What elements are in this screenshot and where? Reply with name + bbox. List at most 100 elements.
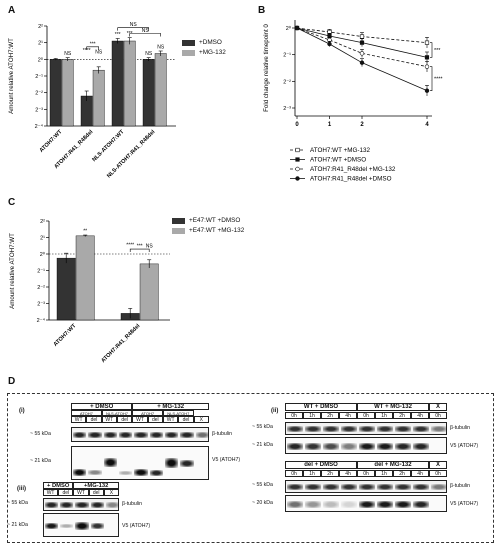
y-tick-label: 2⁻¹ — [37, 269, 45, 275]
v5-band — [134, 469, 148, 476]
data-point — [424, 64, 430, 69]
v5-band — [341, 501, 357, 508]
x-tick-label: ATOH7:R41_R48del — [100, 323, 141, 364]
lane-label: 4h — [411, 470, 429, 477]
v5-band — [73, 469, 87, 476]
y-tick-label: 2⁻⁴ — [37, 317, 46, 324]
panel-c-label: C — [8, 197, 16, 208]
blot-i-tag: (i) — [19, 408, 25, 414]
comparison-bracket — [129, 33, 161, 37]
bar — [154, 53, 167, 127]
v5-band — [323, 501, 339, 508]
band-label: β-tubulin — [122, 501, 142, 507]
tubulin-band — [341, 484, 357, 490]
legend-item-e47-mg132: +E47:WT +MG-132 — [172, 226, 244, 236]
tubulin-band — [287, 426, 303, 432]
comparison-bracket — [117, 27, 149, 31]
lane-label: 0h — [285, 470, 303, 477]
panel-a-label: A — [8, 5, 16, 16]
y-tick-label: 2¹ — [40, 236, 45, 242]
y-tick-label: 2⁻⁴ — [35, 123, 44, 130]
y-axis-label: Amount relative ATOH7:WT — [8, 38, 15, 114]
blot-ii: WT + DMSO WT + MG-132 X 0h 1h 2h 4h 0h 1h 2h 4h 0h ~… — [252, 403, 490, 538]
significance-label: NS — [157, 45, 165, 51]
v5-band — [395, 443, 411, 450]
panel-b-line-chart: 2⁰ 2⁻¹ 2⁻² 2⁻³ 0 1 2 4 Fold change relative time… — [263, 20, 443, 183]
mw-marker: ~ 55 kDa — [252, 424, 273, 430]
v5-band — [323, 443, 339, 450]
comparison-bracket — [430, 42, 433, 58]
lane-label: WT — [73, 489, 89, 496]
tubulin-band — [377, 426, 393, 432]
tubulin-blot — [285, 480, 447, 493]
bracket-label: *** — [434, 48, 441, 54]
y-tick-label: 2⁻¹ — [35, 74, 43, 80]
lane-label: del — [86, 416, 102, 423]
v5-band — [359, 443, 375, 450]
y-tick-label: 2⁻³ — [35, 107, 43, 113]
lane-label: 1h — [375, 412, 393, 419]
bracket-label: NS — [142, 28, 150, 34]
significance-label: ** — [83, 229, 87, 235]
y-tick-label: 2⁻² — [35, 91, 43, 97]
legend-item-dmso: +DMSO — [182, 38, 226, 48]
significance-label: NS — [145, 51, 153, 57]
data-point — [424, 88, 430, 93]
subgroup-header: NLS-ATOH7 — [163, 410, 194, 416]
band-label: V5 (ATOH7) — [450, 443, 479, 449]
lane-label: 0h — [429, 470, 447, 477]
y-tick-label: 2⁻² — [37, 285, 45, 291]
v5-band — [305, 443, 321, 450]
group-header: WT + DMSO — [285, 403, 357, 411]
tubulin-band — [88, 432, 102, 438]
v5-band — [377, 443, 393, 450]
tubulin-blot — [285, 422, 447, 435]
tubulin-band — [287, 484, 303, 490]
lane-label: WT — [101, 416, 117, 423]
v5-band — [305, 501, 321, 508]
tubulin-band — [103, 432, 117, 438]
x-tick-label: ATOH7:WT — [53, 323, 78, 348]
significance-label: NS — [64, 51, 72, 57]
lane-label: 4h — [411, 412, 429, 419]
legend-label: +MG-132 — [199, 49, 226, 56]
tubulin-band — [395, 484, 411, 490]
y-tick-label: 2⁰ — [286, 25, 292, 32]
lane-label: del — [58, 489, 74, 496]
tubulin-band — [195, 432, 209, 438]
y-tick-label: 2⁰ — [38, 56, 44, 63]
panel-c-legend: +E47:WT +DMSO +E47:WT +MG-132 — [172, 216, 244, 236]
tubulin-band — [105, 502, 119, 508]
legend-item-e47-dmso: +E47:WT +DMSO — [172, 216, 244, 226]
x-tick-label: ATOH7:WT — [39, 129, 64, 154]
legend-marker — [295, 176, 300, 181]
tubulin-band — [359, 484, 375, 490]
lane-label: 0h — [357, 470, 375, 477]
y-tick-label: 2² — [38, 24, 43, 30]
x-tick-label: 2 — [360, 122, 364, 128]
v5-band — [45, 523, 59, 529]
mw-marker: ~ 55 kDa — [7, 500, 28, 506]
band-label: β-tubulin — [450, 483, 470, 489]
v5-band — [395, 501, 411, 508]
group-header: WT + MG-132 — [357, 403, 429, 411]
y-tick-label: 2⁻² — [283, 79, 291, 85]
significance-label: NS — [146, 243, 154, 249]
significance-label: **** — [126, 243, 134, 249]
tubulin-band — [323, 426, 339, 432]
mw-marker: ~ 55 kDa — [30, 431, 51, 437]
bracket-label: *** — [137, 244, 143, 250]
v5-band — [60, 524, 74, 528]
group-header-mg132: + MG-132 — [132, 403, 209, 410]
v5-blot — [71, 446, 209, 480]
bar — [49, 59, 62, 127]
legend-swatch-grey — [182, 50, 195, 56]
bar — [61, 59, 74, 127]
bar — [92, 69, 105, 127]
v5-blot — [285, 437, 447, 454]
v5-band — [287, 443, 303, 450]
v5-band — [413, 501, 429, 508]
v5-blot — [43, 513, 119, 537]
lane-label: 2h — [393, 412, 411, 419]
